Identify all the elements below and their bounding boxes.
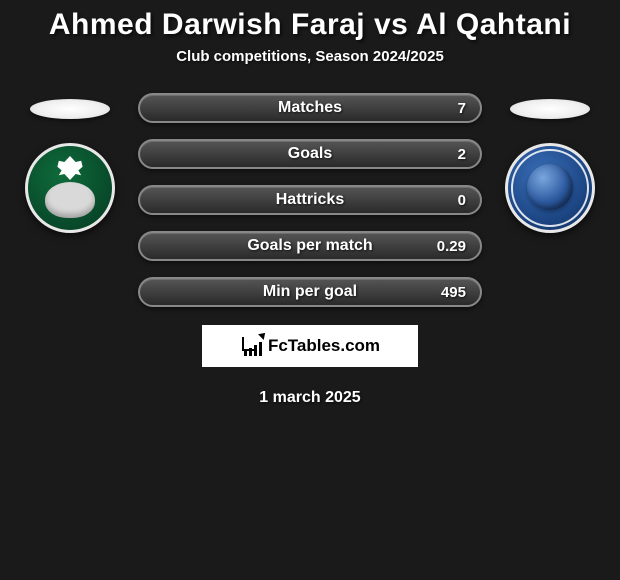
left-player-col: [20, 93, 120, 233]
brand-attribution[interactable]: FcTables.com: [202, 325, 418, 367]
stat-right-value: 0: [458, 192, 466, 209]
stat-label: Goals: [140, 145, 480, 163]
comparison-card: Ahmed Darwish Faraj vs Al Qahtani Club c…: [0, 0, 620, 407]
stat-right-value: 2: [458, 146, 466, 163]
stat-right-value: 0.29: [437, 238, 466, 255]
main-row: Matches 7 Goals 2 Hattricks 0 Goals per …: [0, 93, 620, 307]
stat-right-value: 495: [441, 284, 466, 301]
stat-row-goals-per-match: Goals per match 0.29: [138, 231, 482, 261]
right-player-col: [500, 93, 600, 233]
stat-label: Min per goal: [140, 283, 480, 301]
player-photo-placeholder-right: [510, 99, 590, 119]
stat-row-hattricks: Hattricks 0: [138, 185, 482, 215]
page-title: Ahmed Darwish Faraj vs Al Qahtani: [0, 8, 620, 42]
stat-row-min-per-goal: Min per goal 495: [138, 277, 482, 307]
brand-text: FcTables.com: [268, 336, 380, 356]
fctables-logo-icon: [240, 335, 264, 357]
player-photo-placeholder-left: [30, 99, 110, 119]
stats-list: Matches 7 Goals 2 Hattricks 0 Goals per …: [138, 93, 482, 307]
stat-right-value: 7: [458, 100, 466, 117]
stat-label: Hattricks: [140, 191, 480, 209]
club-badge-left-icon: [25, 143, 115, 233]
stat-label: Goals per match: [140, 237, 480, 255]
subtitle: Club competitions, Season 2024/2025: [0, 48, 620, 65]
club-badge-right-icon: [505, 143, 595, 233]
date-label: 1 march 2025: [0, 389, 620, 407]
stat-row-goals: Goals 2: [138, 139, 482, 169]
stat-row-matches: Matches 7: [138, 93, 482, 123]
stat-label: Matches: [140, 99, 480, 117]
